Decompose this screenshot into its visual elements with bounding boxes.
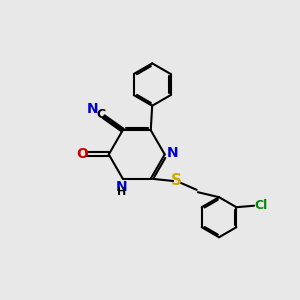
Text: H: H	[117, 187, 126, 197]
Text: N: N	[116, 180, 127, 194]
Text: S: S	[171, 173, 182, 188]
Text: Cl: Cl	[254, 199, 267, 212]
Text: N: N	[167, 146, 179, 160]
Text: O: O	[76, 147, 88, 161]
Text: C: C	[96, 108, 105, 121]
Text: N: N	[87, 102, 98, 116]
